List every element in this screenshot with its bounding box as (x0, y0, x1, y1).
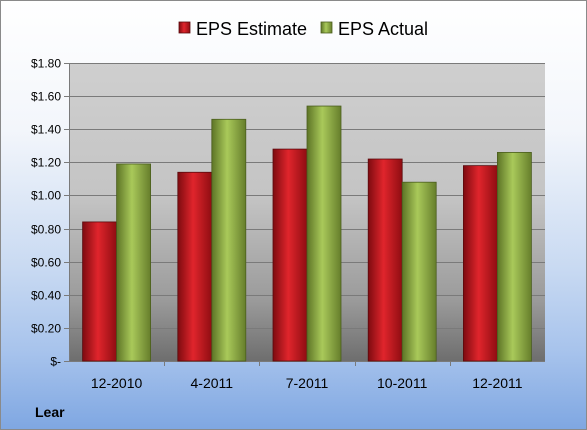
bar-eps-estimate-4-2011 (177, 171, 213, 362)
x-tick-label: 7-2011 (286, 375, 329, 391)
y-tick-label: $1.40 (31, 123, 61, 137)
y-tick-label: $1.80 (31, 57, 61, 71)
x-tick-label: 12-2011 (472, 375, 523, 391)
legend-label: EPS Estimate (196, 19, 307, 39)
y-tick-label: $0.40 (31, 289, 61, 303)
y-tick-label: $0.80 (31, 223, 61, 237)
bar-eps-actual-12-2011 (496, 151, 532, 362)
bar-eps-estimate-7-2011 (272, 148, 308, 362)
x-tick-label: 10-2011 (377, 375, 428, 391)
legend-swatch-eps-estimate (178, 21, 191, 34)
y-tick-label: $- (50, 355, 61, 369)
company-label: Lear (35, 404, 65, 420)
legend-label: EPS Actual (338, 19, 428, 39)
x-axis-ticks: 12-2010 4-2011 7-2011 10-2011 12-2011 (91, 361, 523, 391)
y-tick-label: $1.20 (31, 156, 61, 170)
bars (82, 105, 532, 362)
x-tick-label: 12-2010 (91, 375, 143, 391)
y-tick-label: $1.00 (31, 189, 61, 203)
bar-eps-actual-4-2011 (211, 118, 247, 362)
legend-swatch-eps-actual (320, 21, 333, 34)
bar-eps-actual-12-2010 (116, 163, 151, 362)
bar-eps-estimate-12-2011 (462, 165, 498, 362)
y-axis-ticks: $- $0.20 $0.40 $0.60 $0.80 $1.00 $1.20 $1.40 $1.… (31, 57, 69, 369)
bar-eps-estimate-10-2011 (367, 158, 403, 362)
bar-eps-estimate-12-2010 (82, 221, 117, 362)
bar-eps-actual-10-2011 (401, 181, 437, 362)
bar-eps-actual-7-2011 (306, 105, 342, 362)
y-tick-label: $0.20 (31, 322, 61, 336)
legend: EPS Estimate EPS Actual (178, 19, 428, 39)
y-tick-label: $0.60 (31, 256, 61, 270)
y-tick-label: $1.60 (31, 90, 61, 104)
x-tick-label: 4-2011 (191, 375, 234, 391)
